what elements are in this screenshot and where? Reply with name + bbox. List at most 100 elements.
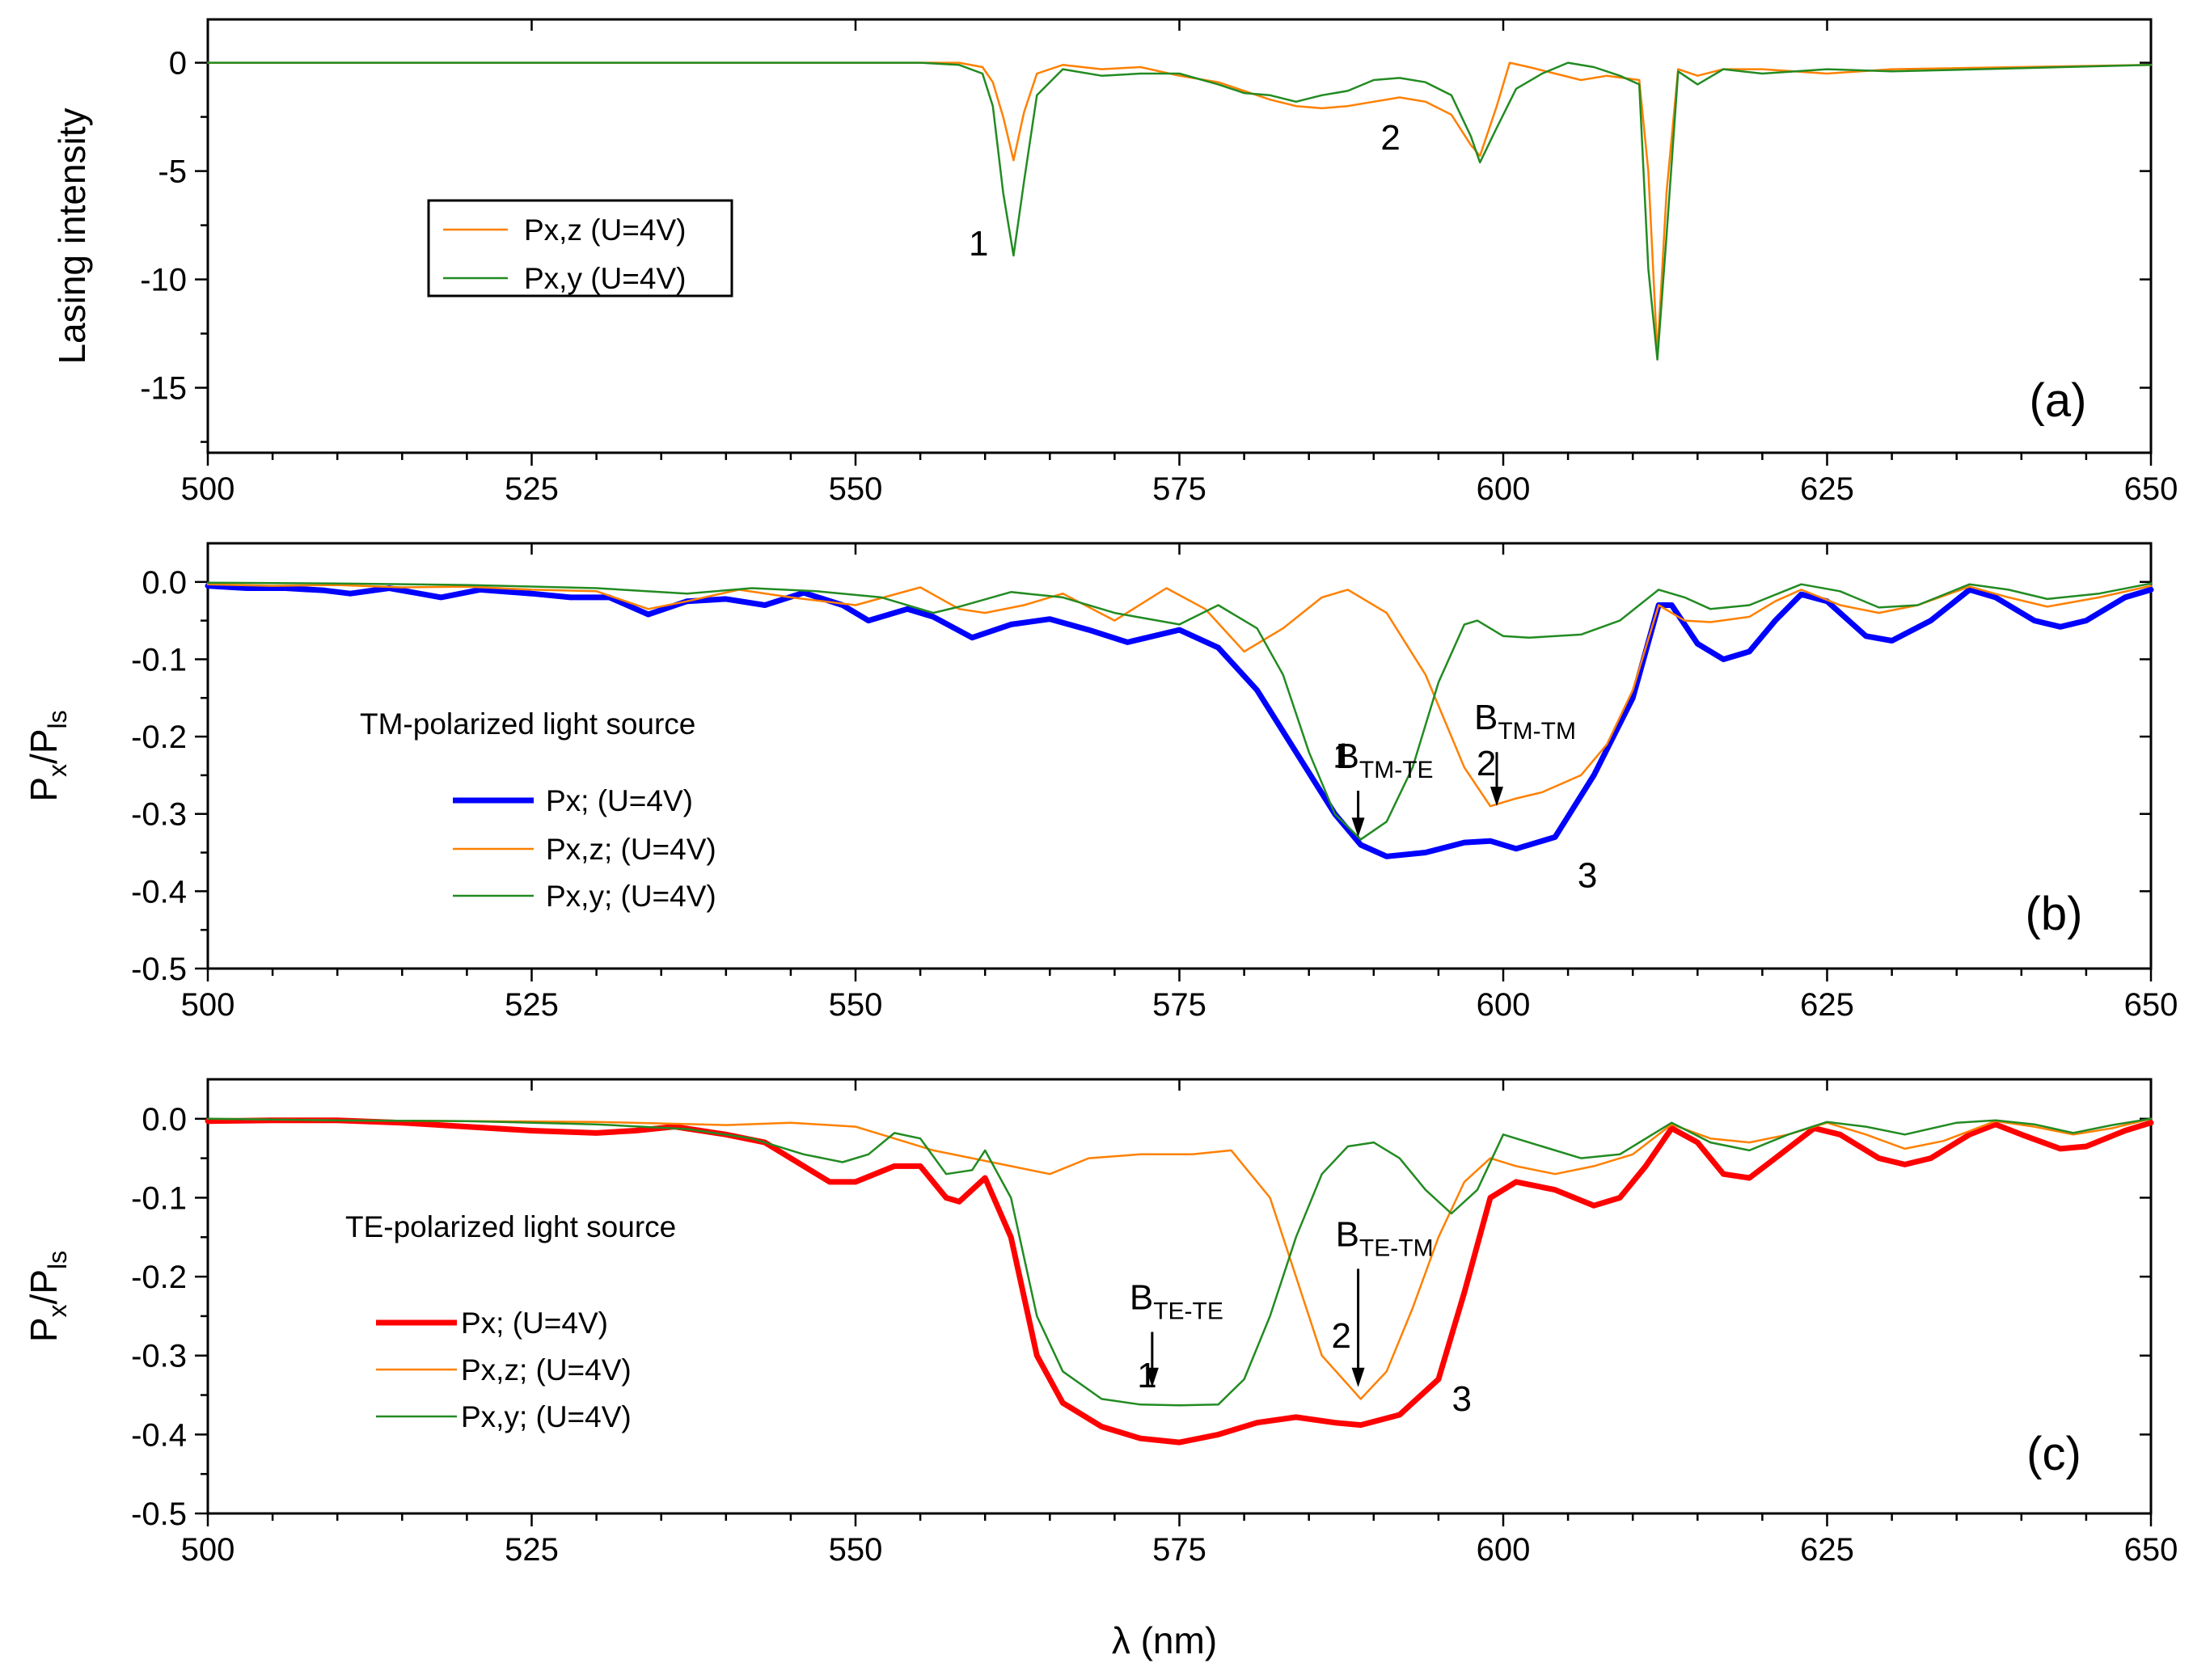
panel-a-y-tick-label: -5 (158, 154, 187, 190)
panel-c-y-tick-label: -0.2 (131, 1260, 187, 1295)
panel-b-marker-arrow-head (1351, 817, 1365, 838)
panel-b-series-line-2 (206, 583, 2153, 808)
panel-c-marker-label-sub: TE-TE (1153, 1298, 1223, 1324)
panel-b-curve-number-label: 1 (1333, 736, 1352, 775)
panel-c-marker-label-main: B (1336, 1214, 1359, 1254)
panel-c: 500 525 550 575 600 625 650 0.0 -0.1 -0.2 -0.3 -0.4… (23, 1078, 2178, 1568)
panel-a-series-line-1 (206, 61, 2153, 357)
panel-a-curve-number-label: 2 (1380, 118, 1400, 158)
panel-a-x-tick-label: 575 (1152, 471, 1206, 507)
panel-a-panel-tag: (a) (2030, 374, 2087, 427)
panel-c-x-tick-label: 625 (1800, 1532, 1854, 1568)
panel-a-legend-box (427, 199, 733, 298)
panel-c-series-line-1 (205, 1117, 2154, 1446)
panel-b-y-axis-label-part: P (23, 777, 65, 802)
panel-b-legend-entry: Px; (U=4V) (546, 784, 693, 817)
panel-a-legend-entry: Px,z (U=4V) (524, 213, 686, 247)
panel-a-x-tick-label: 550 (829, 471, 883, 507)
x-axis-label: λ (nm) (1112, 1619, 1217, 1661)
panel-a-x-tick-label: 650 (2124, 471, 2178, 507)
panel-a-x-tick-label: 500 (181, 471, 235, 507)
panel-a-x-tick-label: 525 (505, 471, 559, 507)
panel-b-marker-label-main: B (1336, 737, 1359, 776)
panel-c-y-tick-label: -0.5 (131, 1496, 187, 1532)
panel-a-y-axis-label: Lasing intensity (51, 108, 93, 364)
panel-b-y-tick-label: -0.1 (131, 642, 187, 677)
panel-b-y-axis-label-part: x (43, 764, 72, 777)
panel-a-curve-number-label: 1 (969, 224, 988, 264)
panel-c-x-tick-label: 600 (1477, 1532, 1531, 1568)
panel-a-y-tick-label: 0 (169, 46, 187, 82)
panel-b-legend-entry: Px,z; (U=4V) (546, 833, 716, 866)
panel-c-y-tick-label: -0.4 (131, 1417, 187, 1453)
panel-b-marker-label-sub: TM-TE (1359, 757, 1434, 783)
panel-a: 500 525 550 575 600 625 650 0 -5 -10 -15 Lasing int… (51, 18, 2178, 507)
panel-b-marker-arrow-head (1489, 787, 1503, 807)
panel-a-y-tick-label: -15 (140, 371, 187, 407)
panel-c-y-axis-label-part: x (43, 1304, 72, 1317)
panel-c-marker-label: BTE-TM (1336, 1214, 1434, 1261)
panel-c-x-tick-label: 575 (1152, 1532, 1206, 1568)
panel-b-y-tick-label: -0.5 (131, 952, 187, 987)
panel-c-legend-title: TE-polarized light source (345, 1210, 676, 1243)
panel-a-x-tick-label: 625 (1800, 471, 1854, 507)
panel-b-y-tick-label: -0.2 (131, 720, 187, 755)
panel-c-y-axis-label-part: /P (23, 1269, 65, 1304)
panel-b-marker-label-sub: TM-TM (1498, 718, 1576, 745)
panel-c-panel-tag: (c) (2026, 1428, 2081, 1480)
panel-b-y-axis-label-part: ls (43, 710, 72, 728)
panel-c-x-tick-label: 525 (505, 1532, 559, 1568)
panel-c-y-tick-label: -0.3 (131, 1339, 187, 1374)
panel-c-y-axis-label-part: ls (43, 1251, 72, 1269)
panel-c-marker-label-main: B (1130, 1277, 1153, 1317)
panel-b-legend-entry: Px,y; (U=4V) (546, 880, 716, 913)
panel-c-x-tick-label: 650 (2124, 1532, 2178, 1568)
panel-a-legend-entry: Px,y (U=4V) (524, 262, 686, 295)
panel-b-x-tick-label: 650 (2124, 987, 2178, 1023)
panel-c-y-axis-label-part: P (23, 1317, 65, 1342)
panel-a-plot-frame (206, 18, 2153, 454)
panel-c-marker-arrow-head (1145, 1367, 1159, 1387)
panel-b-y-axis-label-part: /P (23, 728, 65, 763)
panel-b-series-line-1 (205, 583, 2154, 859)
panel-b-curve-number-label: 3 (1578, 856, 1597, 896)
panel-b-marker-label: BTM-TE (1336, 737, 1434, 783)
panel-b-panel-tag: (b) (2026, 888, 2083, 940)
panel-a-series-line-2 (206, 61, 2153, 361)
panel-b-x-tick-label: 575 (1152, 987, 1206, 1023)
panel-c-x-tick-label: 500 (181, 1532, 235, 1568)
panel-c-x-tick-label: 550 (829, 1532, 883, 1568)
panel-b: 500 525 550 575 600 625 650 0.0 -0.1 -0.2 -0.3 -0.4… (23, 542, 2178, 1023)
panel-b-y-axis-label: Px/Pls (23, 710, 72, 801)
panel-c-y-tick-label: 0.0 (142, 1102, 187, 1138)
panel-b-x-tick-label: 500 (181, 987, 235, 1023)
panel-b-curve-number-label: 2 (1477, 744, 1496, 783)
panel-c-series-line-3 (206, 1117, 2153, 1407)
panel-c-y-tick-label: -0.1 (131, 1180, 187, 1216)
panel-b-x-tick-label: 625 (1800, 987, 1854, 1023)
panel-c-series-line-2 (206, 1117, 2153, 1400)
panel-b-series-line-3 (206, 581, 2153, 841)
panel-b-y-tick-label: -0.3 (131, 797, 187, 833)
panel-c-marker-label: BTE-TE (1130, 1277, 1223, 1324)
panel-b-x-tick-label: 600 (1477, 987, 1531, 1023)
panel-c-legend-entry: Px,y; (U=4V) (461, 1400, 632, 1433)
panel-c-curve-number-label: 2 (1332, 1316, 1351, 1356)
panel-c-y-axis-label: Px/Pls (23, 1251, 72, 1342)
panel-a-x-tick-label: 600 (1477, 471, 1531, 507)
panel-c-marker-arrow-head (1351, 1367, 1365, 1387)
panel-b-y-tick-label: 0.0 (142, 565, 187, 601)
panel-c-marker-label-sub: TE-TM (1359, 1235, 1434, 1261)
panel-b-plot-frame (206, 542, 2153, 970)
panel-b-x-tick-label: 550 (829, 987, 883, 1023)
panel-c-curve-number-label: 3 (1451, 1379, 1471, 1419)
panel-b-legend-title: TM-polarized light source (360, 707, 695, 741)
panel-b-y-tick-label: -0.4 (131, 874, 187, 910)
panel-b-x-tick-label: 525 (505, 987, 559, 1023)
panel-c-legend-entry: Px; (U=4V) (461, 1306, 608, 1340)
panel-a-y-tick-label: -10 (140, 263, 187, 298)
panel-b-marker-label-main: B (1474, 698, 1498, 737)
panel-c-legend-entry: Px,z; (U=4V) (461, 1353, 632, 1387)
panel-b-marker-label: BTM-TM (1474, 698, 1576, 745)
